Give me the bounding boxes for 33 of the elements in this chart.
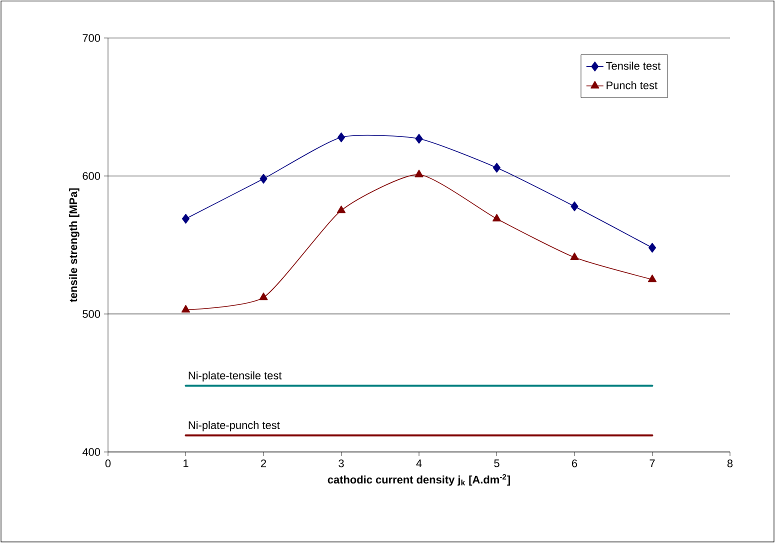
series-label: Ni-plate-punch test: [188, 421, 280, 432]
x-tick-label: 5: [494, 460, 500, 468]
point: [492, 162, 501, 173]
point: [181, 304, 190, 312]
point: [570, 201, 578, 212]
x-tick-label: 7: [650, 460, 655, 468]
y-axis-title: tensile strength [MPa]: [69, 188, 80, 302]
y-tick-label: 500: [82, 310, 100, 318]
point: [648, 242, 656, 253]
x-tick-label: 6: [572, 460, 578, 468]
point: [415, 134, 423, 144]
point: [570, 252, 579, 260]
point: [492, 214, 502, 222]
point: [260, 174, 268, 184]
x-tick-label: 3: [338, 460, 344, 468]
x-tick-label: 8: [727, 460, 733, 468]
x-axis-title: cathodic current density j$_{k}$ [A.dm$^{-2}$]: [328, 474, 510, 486]
y-tick-label: 400: [82, 448, 100, 456]
point: [182, 214, 190, 224]
series-label: Ni-plate-tensile test: [188, 371, 282, 382]
x-tick-label: 4: [416, 460, 422, 468]
point: [259, 292, 268, 300]
legend-label: Punch test: [606, 81, 658, 90]
point: [414, 170, 424, 178]
point: [336, 206, 346, 214]
x-tick-label: 1: [184, 460, 188, 468]
legend-label: Tensile test: [606, 62, 661, 70]
point: [337, 132, 346, 142]
y-tick-label: 600: [82, 172, 100, 180]
y-tick-label: 700: [82, 34, 100, 42]
x-tick-label: 2: [261, 460, 266, 468]
x-tick-label: 0: [105, 460, 111, 468]
point: [648, 274, 657, 282]
